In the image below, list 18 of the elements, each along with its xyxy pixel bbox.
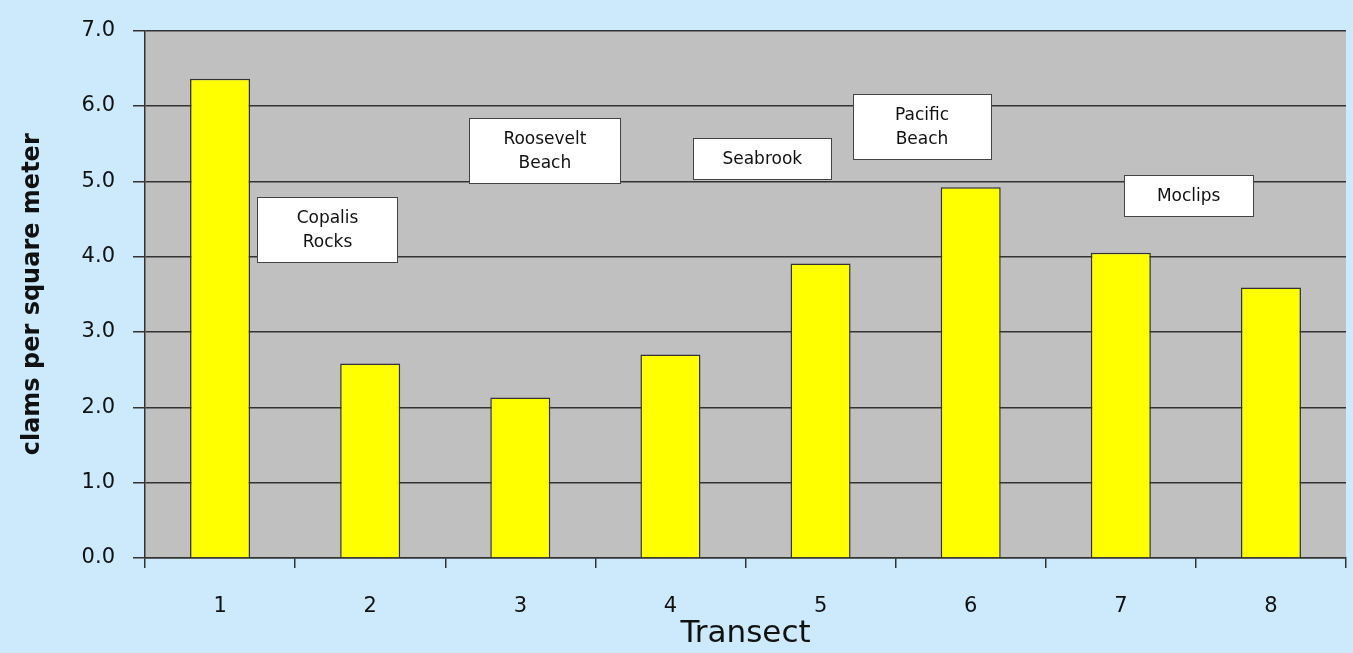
y-tick-label: 6.0 bbox=[81, 92, 115, 117]
x-tick-label: 7 bbox=[1114, 593, 1128, 618]
y-tick-label: 3.0 bbox=[81, 318, 115, 343]
y-tick-label: 7.0 bbox=[81, 17, 115, 42]
x-tick-label: 5 bbox=[813, 593, 828, 618]
x-tick-label: 1 bbox=[213, 593, 227, 618]
y-tick-label: 2.0 bbox=[81, 393, 115, 418]
x-axis-title: Transect bbox=[679, 613, 811, 650]
x-tick-label: 8 bbox=[1264, 593, 1278, 618]
y-tick-label: 4.0 bbox=[81, 243, 115, 268]
x-tick-label: 4 bbox=[663, 593, 678, 618]
x-tick-label: 3 bbox=[513, 593, 527, 618]
y-tick-label: 0.0 bbox=[81, 544, 115, 569]
y-tick-label: 1.0 bbox=[81, 469, 115, 494]
x-tick-label: 6 bbox=[964, 593, 978, 618]
x-tick-label: 2 bbox=[363, 593, 377, 618]
y-tick-label: 5.0 bbox=[81, 167, 115, 192]
y-axis-title: clams per square meter bbox=[16, 133, 45, 456]
